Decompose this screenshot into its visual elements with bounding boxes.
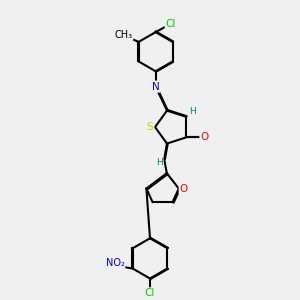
Text: N: N (152, 82, 160, 92)
Text: Cl: Cl (166, 19, 176, 29)
Text: O: O (180, 184, 188, 194)
Text: CH₃: CH₃ (114, 30, 132, 40)
Text: Cl: Cl (145, 288, 155, 298)
Text: O: O (200, 132, 209, 142)
Text: H: H (156, 158, 163, 167)
Text: H: H (189, 107, 196, 116)
Text: S: S (147, 122, 153, 132)
Text: NO₂: NO₂ (106, 258, 124, 268)
